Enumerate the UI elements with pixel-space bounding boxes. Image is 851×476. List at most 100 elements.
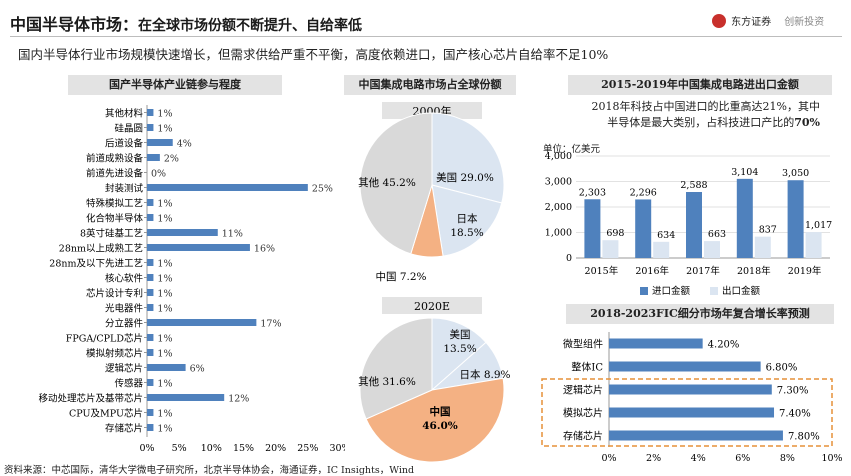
chain-category-label: 化合物半导体 [86, 213, 144, 225]
trade-note: 2018年科技占中国进口的比重高达21%，其中 半导体是最大类别，占科技进口产比… [560, 99, 820, 131]
chain-bar-value-label: 0% [151, 169, 166, 180]
pie-slice [365, 377, 505, 462]
growth-x-tick-label: 2% [646, 453, 661, 462]
growth-category-label: 整体IC [571, 361, 603, 374]
trade-export-label: 663 [708, 229, 726, 240]
trade-import-label: 2,303 [579, 187, 606, 198]
chain-bar-value-label: 1% [157, 274, 172, 285]
chain-bar [147, 304, 154, 311]
header-divider [10, 36, 842, 37]
page-subtitle: 国内半导体行业市场规模快速增长，但需求供给严重不平衡，高度依赖进口，国产核心芯片… [18, 47, 609, 62]
chain-category-label: 前道成熟设备 [86, 153, 144, 165]
chain-bar [147, 184, 308, 191]
page-title: 中国半导体市场：在全球市场份额不断提升、自给率低 [10, 11, 362, 35]
trade-bar-import [686, 192, 702, 258]
chain-category-label: CPU及MPU芯片 [69, 408, 143, 420]
chain-category-label: 后道设备 [105, 138, 144, 150]
chain-bar-value-label: 1% [157, 409, 172, 420]
chain-bar-value-label: 1% [157, 424, 172, 435]
chain-bar [147, 214, 154, 221]
chain-category-label: 28nm以上成熟工艺 [59, 243, 143, 255]
chain-x-tick-label: 15% [233, 443, 254, 454]
growth-bar-chart: 微型组件 4.20% 整体IC 6.80% 逻辑芯片 7.30% 模拟芯片 7.40% 存储芯片… [541, 332, 843, 462]
trade-import-label: 3,050 [782, 168, 809, 179]
chain-bar [147, 319, 257, 326]
chain-bar [147, 424, 154, 431]
legend-export-swatch [710, 287, 718, 295]
chain-bar [147, 394, 225, 401]
logo-text-2: 创新投资 [784, 17, 825, 28]
trade-bar-import [787, 180, 804, 258]
chain-bar-value-label: 1% [157, 124, 172, 135]
trade-bar-export [704, 241, 720, 258]
trade-x-tick-label: 2015年 [585, 265, 619, 277]
chain-bar-value-label: 1% [157, 379, 172, 390]
growth-x-tick-label: 0% [601, 453, 616, 462]
chain-chart-title: 国产半导体产业链参与程度 [68, 75, 282, 95]
pie-slice [431, 184, 503, 257]
trade-x-tick-label: 2018年 [737, 265, 771, 277]
chain-bar-value-label: 2% [164, 154, 179, 165]
chain-category-label: 其他材料 [105, 108, 144, 120]
chain-bar [147, 364, 186, 371]
chain-category-label: 移动处理芯片及基带芯片 [38, 393, 143, 405]
chain-bar [147, 379, 154, 386]
trade-x-tick-label: 2017年 [686, 265, 720, 277]
chain-bar-value-label: 4% [177, 139, 192, 150]
title-sub: 在全球市场份额不断提升、自给率低 [138, 18, 363, 34]
chain-bar [147, 109, 154, 116]
pie-slice-label: 美国 29.0% [436, 171, 494, 184]
growth-x-tick-label: 6% [735, 453, 750, 462]
trade-import-label: 2,588 [680, 180, 707, 191]
trade-x-tick-label: 2016年 [635, 265, 669, 277]
logo-text: 东方证券 [731, 17, 772, 28]
trade-bar-export [754, 236, 771, 258]
trade-y-tick-label: 0 [566, 253, 572, 264]
growth-bar [609, 338, 703, 349]
chain-bar [147, 349, 154, 356]
chain-bar-value-label: 1% [157, 289, 172, 300]
pie-chart-title: 中国集成电路市场占全球份额 [344, 75, 516, 95]
chain-bar [147, 289, 154, 296]
trade-chart-title: 2015-2019年中国集成电路进出口金额 [568, 75, 832, 95]
trade-bar-import [635, 199, 652, 258]
growth-x-tick-label: 8% [780, 453, 795, 462]
trade-export-label: 634 [657, 230, 675, 241]
chain-bar [147, 409, 154, 416]
pie-slice-label: 46.0% [422, 420, 458, 432]
trade-y-tick-label: 2,000 [545, 202, 572, 213]
chain-category-label: 传感器 [114, 378, 143, 390]
trade-note-highlight: 70% [794, 116, 820, 129]
chain-x-tick-label: 5% [172, 443, 187, 454]
chain-category-label: 光电器件 [105, 303, 144, 315]
trade-export-label: 698 [606, 228, 624, 239]
chain-bar-value-label: 1% [157, 304, 172, 315]
growth-category-label: 存储芯片 [563, 430, 603, 443]
chain-bar-value-label: 11% [222, 229, 243, 240]
pie-slice [359, 317, 433, 420]
logo-mark-icon [712, 13, 726, 28]
chain-category-label: 逻辑芯片 [105, 363, 143, 375]
logo: 东方证券 创新投资 [712, 10, 842, 28]
chain-category-label: 模拟射频芯片 [86, 348, 143, 360]
title-main: 中国半导体市场： [10, 15, 139, 34]
trade-note-line2: 半导体是最大类别，占科技进口产比的 [607, 116, 795, 129]
growth-bar [609, 407, 775, 418]
pie-slice-label: 中国 [430, 405, 451, 418]
trade-y-tick-label: 3,000 [545, 177, 572, 188]
chain-x-tick-label: 30% [329, 443, 345, 454]
trade-y-tick-label: 1,000 [545, 228, 572, 239]
chain-x-tick-label: 25% [297, 443, 318, 454]
growth-category-label: 模拟芯片 [563, 407, 603, 420]
chain-x-tick-label: 10% [201, 443, 222, 454]
chain-bar [147, 124, 154, 131]
chain-bar-value-label: 25% [312, 184, 333, 195]
growth-bar-value-label: 7.80% [788, 432, 820, 443]
trade-bar-import [736, 178, 753, 258]
chain-bar [147, 229, 218, 236]
chain-bar-value-label: 1% [157, 349, 172, 360]
trade-x-tick-label: 2019年 [788, 265, 822, 277]
trade-export-label: 837 [759, 225, 777, 236]
trade-bar-export [805, 232, 822, 258]
